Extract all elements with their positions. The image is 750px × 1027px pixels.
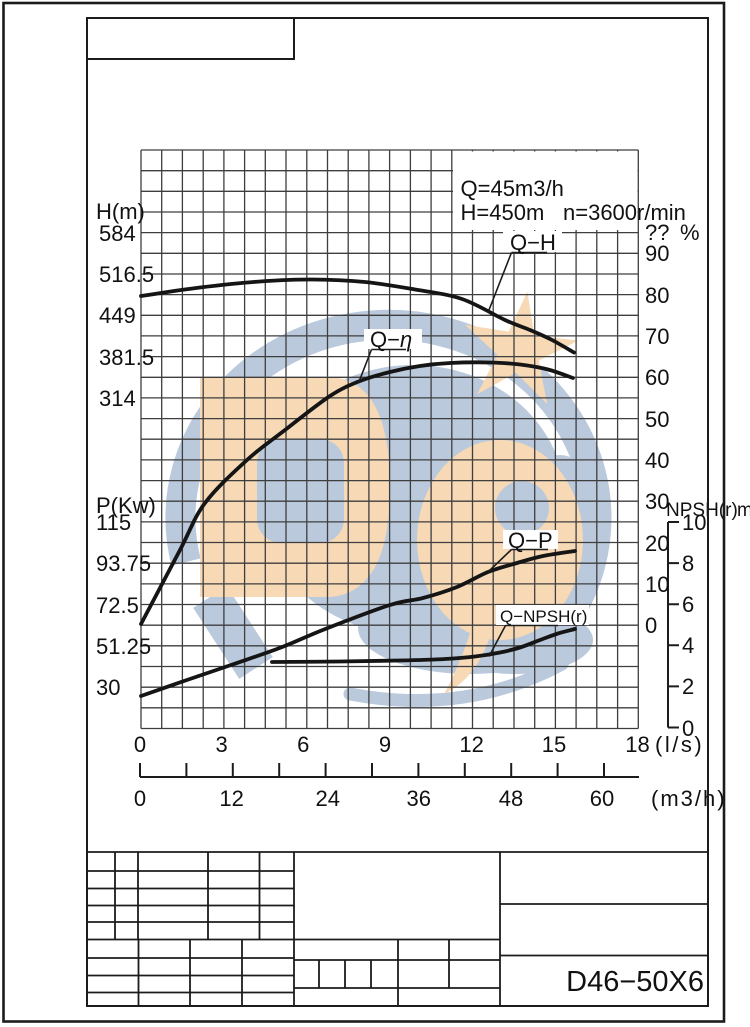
svg-text:D46−50X6: D46−50X6 (566, 966, 704, 998)
svg-text:(m3/h): (m3/h) (651, 786, 727, 811)
svg-text:24: 24 (315, 786, 339, 811)
svg-text:NPSH(r): NPSH(r) (666, 500, 738, 521)
svg-text:90: 90 (645, 241, 669, 266)
svg-text:15: 15 (542, 732, 566, 757)
svg-text:60: 60 (590, 786, 614, 811)
svg-text:72.5: 72.5 (96, 593, 139, 618)
svg-text:(l/s): (l/s) (655, 732, 704, 757)
svg-text:Q−H: Q−H (510, 230, 556, 255)
svg-text:20: 20 (645, 531, 669, 556)
svg-text:12: 12 (459, 732, 483, 757)
svg-text:0: 0 (134, 786, 146, 811)
svg-text:6: 6 (682, 592, 694, 617)
svg-text:30: 30 (645, 489, 669, 514)
svg-text:516.5: 516.5 (99, 262, 154, 287)
svg-text:10: 10 (682, 510, 706, 535)
svg-text:8: 8 (682, 551, 694, 576)
svg-text:449: 449 (99, 303, 136, 328)
svg-text:n=3600r/min: n=3600r/min (563, 200, 686, 225)
svg-text:70: 70 (645, 324, 669, 349)
svg-text:0: 0 (682, 716, 694, 741)
svg-text:381.5: 381.5 (99, 345, 154, 370)
svg-text:10: 10 (645, 572, 669, 597)
svg-text:9: 9 (379, 732, 391, 757)
svg-text:Q−P: Q−P (508, 528, 553, 553)
svg-text:36: 36 (407, 786, 431, 811)
svg-text:??: ?? (645, 220, 669, 245)
svg-text:60: 60 (645, 365, 669, 390)
svg-text:0: 0 (134, 732, 146, 757)
svg-text:P(Kw): P(Kw) (96, 493, 156, 518)
svg-text:H(m): H(m) (96, 199, 145, 224)
svg-text:50: 50 (645, 407, 669, 432)
svg-text:m: m (737, 500, 750, 521)
svg-text:0: 0 (645, 613, 657, 638)
svg-text:4: 4 (682, 633, 694, 658)
svg-text:18: 18 (625, 732, 649, 757)
svg-text:H=450m: H=450m (461, 200, 545, 225)
svg-text:115: 115 (96, 510, 131, 535)
svg-text:Q=45m3/h: Q=45m3/h (461, 176, 564, 201)
svg-text:2: 2 (682, 674, 694, 699)
svg-text:30: 30 (96, 675, 120, 700)
svg-text:3: 3 (215, 732, 227, 757)
svg-text:48: 48 (499, 786, 523, 811)
svg-text:Q−NPSH(r): Q−NPSH(r) (500, 607, 587, 626)
svg-text:51.25: 51.25 (96, 634, 151, 659)
svg-text:12: 12 (219, 786, 243, 811)
svg-text:584: 584 (99, 221, 136, 246)
svg-text:80: 80 (645, 283, 669, 308)
svg-text:%: % (680, 220, 700, 245)
svg-text:93.75: 93.75 (96, 551, 151, 576)
svg-text:6: 6 (297, 732, 309, 757)
svg-text:40: 40 (645, 448, 669, 473)
svg-text:314: 314 (99, 386, 136, 411)
svg-text:Q−η: Q−η (370, 327, 412, 352)
